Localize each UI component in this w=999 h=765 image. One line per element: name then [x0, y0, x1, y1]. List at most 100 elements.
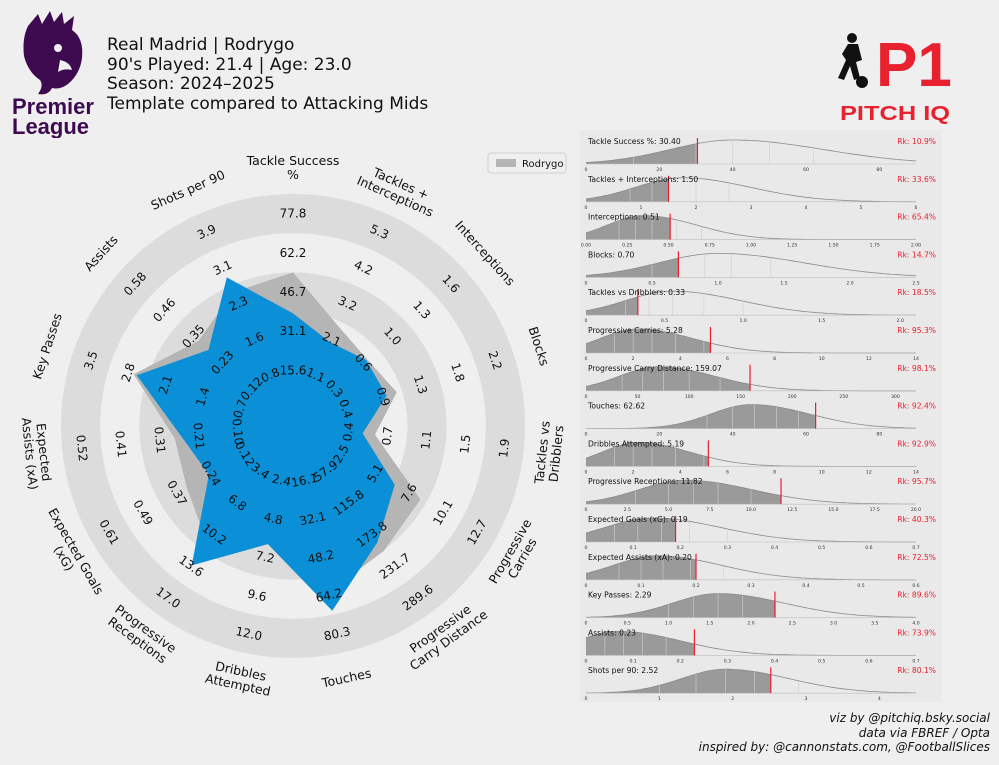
dist-metric-label: Tackles + Interceptions: 1.50: [587, 175, 698, 184]
dist-tick-label: 2.5: [912, 280, 919, 286]
dist-tick-label: 1.00: [746, 243, 756, 249]
dist-panel: 0.00 0.25 0.50 0.75 1.00 1.25 1.50 1.75 2.00 Inte…: [581, 213, 936, 249]
header-line-team-player: Real Madrid | Rodrygo: [107, 35, 295, 55]
dist-tick-label: 15.0: [828, 507, 838, 513]
brand-mark: P1: [876, 31, 952, 100]
dist-tick-label: 12: [866, 469, 872, 475]
player-center: [257, 390, 329, 462]
dist-tick-label: 0.4: [771, 658, 778, 664]
header-line-minutes-age: 90's Played: 21.4 | Age: 23.0: [107, 54, 352, 75]
dist-tick-label: 14: [913, 469, 919, 475]
dist-fill-area: [586, 404, 816, 429]
dist-tick-label: 2.0: [846, 280, 853, 286]
dist-metric-label: Expected Goals (xG): 0.19: [588, 515, 688, 524]
dist-tick-label: 0.3: [724, 545, 731, 551]
header-line-template: Template compared to Attacking Mids: [107, 93, 429, 114]
footballer-icon: [838, 33, 868, 88]
dist-tick-label: 2.00: [911, 243, 921, 249]
dist-tick-label: 4: [679, 356, 682, 362]
dist-panel: 0 1 2 3 4 Shots per 90: 2.52 Rk: 80.1%: [585, 666, 936, 702]
dist-rank-label: Rk: 92.4%: [897, 402, 936, 411]
radar-axis-label-line: %: [287, 167, 299, 182]
dist-fill-area: [586, 296, 638, 316]
dist-tick-label: 5: [860, 205, 863, 211]
dist-tick-label: 0: [585, 545, 588, 551]
dist-rank-label: Rk: 72.5%: [897, 553, 936, 562]
radar-axis-label-line: Shots per 90: [148, 167, 227, 213]
dist-metric-label: Touches: 62.62: [587, 402, 645, 411]
dist-tick-label: 0.6: [865, 658, 872, 664]
radar-tick-label: 1.3: [411, 373, 430, 395]
dist-tick-label: 0: [585, 280, 588, 286]
legend-label: Rodrygo: [522, 159, 563, 170]
radar-tick-label: 12.0: [234, 624, 263, 643]
radar-tick-label: 77.8: [280, 207, 307, 221]
dist-rank-label: Rk: 40.3%: [897, 515, 936, 524]
radar-axis-label-line: Tackles vs: [531, 420, 553, 485]
premier-league-logo: Premier League: [12, 11, 94, 138]
dist-tick-label: 1.0: [665, 621, 672, 627]
dist-tick-label: 2: [632, 469, 635, 475]
radar-tick-label: 9.6: [246, 587, 268, 605]
radar-tick-label: 3.5: [81, 349, 100, 371]
dist-tick-label: 0.5: [624, 621, 631, 627]
dist-tick-label: 1.50: [828, 243, 838, 249]
dist-metric-label: Interceptions: 0.51: [588, 213, 660, 222]
dist-tick-label: 0.5: [818, 545, 825, 551]
radar-tick-label: 4.8: [262, 510, 284, 528]
radar-chart: 15.631.146.762.277.81.12.13.24.25.30.30.…: [19, 152, 567, 699]
dist-rank-label: Rk: 80.1%: [897, 666, 936, 675]
radar-tick-label: 62.2: [280, 246, 307, 260]
dist-tick-label: 1: [658, 696, 661, 702]
dist-tick-label: 20: [656, 432, 662, 438]
dist-metric-label: Progressive Receptions: 11.82: [588, 477, 703, 486]
dist-panel: 0 2.5 5.0 7.5 10.0 12.5 15.0 17.5 20.0 Progressiv…: [585, 477, 936, 513]
dist-tick-label: 4: [878, 696, 881, 702]
radar-tick-label: 0.7: [379, 426, 395, 446]
dist-fill-area: [586, 366, 750, 391]
header-title: Real Madrid | Rodrygo 90's Played: 21.4 …: [107, 35, 429, 114]
dist-metric-label: Expected Assists (xA): 0.20: [588, 553, 692, 562]
legend: Rodrygo: [487, 152, 567, 174]
legend-swatch: [496, 159, 516, 167]
dist-panel: 0 0.1 0.2 0.3 0.4 0.5 0.6 0.7 Assists: 0.23 Rk: 7…: [585, 628, 936, 664]
dist-tick-label: 0.2: [677, 658, 684, 664]
dist-rank-label: Rk: 98.1%: [897, 364, 936, 373]
dist-tick-label: 1: [640, 205, 643, 211]
radar-tick-label: 0.4: [336, 398, 355, 420]
dist-tick-label: 4.0: [912, 621, 919, 627]
dist-tick-label: 20: [656, 167, 662, 173]
dist-curve: [585, 290, 917, 316]
dist-fill-area: [586, 329, 711, 353]
dist-tick-label: 6: [915, 205, 918, 211]
credit-inspired: inspired by: @cannonstats.com, @Football…: [698, 740, 990, 754]
dist-panel: 0 0.1 0.2 0.3 0.4 0.5 0.6 Expected Assists (xA)…: [585, 553, 936, 589]
dist-metric-label: Shots per 90: 2.52: [588, 666, 658, 675]
dist-tick-label: 250: [839, 394, 848, 400]
dist-metric-label: Tackle Success %: 30.40: [587, 137, 681, 146]
radar-tick-label: 7.2: [254, 548, 276, 566]
dist-rank-label: Rk: 95.3%: [897, 326, 936, 335]
dist-panel: 0 0.5 1.0 1.5 2.0 Tackles vs Dribblers: 0.33 R…: [585, 288, 936, 324]
dist-metric-label: Key Passes: 2.29: [588, 591, 652, 600]
dist-metric-label: Progressive Carries: 5.28: [588, 326, 683, 335]
radar-axis-label: Touches: [319, 665, 372, 690]
dist-tick-label: 17.5: [870, 507, 880, 513]
legend-box: [487, 152, 567, 174]
dist-tick-label: 1.0: [714, 280, 721, 286]
radar-tick-label: 15.6: [280, 363, 307, 377]
dist-tick-label: 12: [866, 356, 872, 362]
radar-axis-label-line: Expected: [33, 422, 54, 482]
dist-fill-area: [586, 215, 671, 240]
dist-tick-label: 1.75: [870, 243, 880, 249]
dist-tick-label: 0.1: [637, 583, 644, 589]
radar-tick-label: 46.7: [280, 285, 307, 299]
dist-tick-label: 300: [891, 394, 900, 400]
dist-tick-label: 0.4: [802, 583, 809, 589]
dist-rank-label: Rk: 33.6%: [897, 175, 936, 184]
dist-tick-label: 12.5: [787, 507, 797, 513]
dist-tick-label: 80: [876, 432, 882, 438]
radar-axis-label-line: Touches: [319, 665, 372, 690]
dist-tick-label: 0: [585, 356, 588, 362]
dist-metric-label: Dribbles Attempted: 5.19: [588, 439, 684, 448]
